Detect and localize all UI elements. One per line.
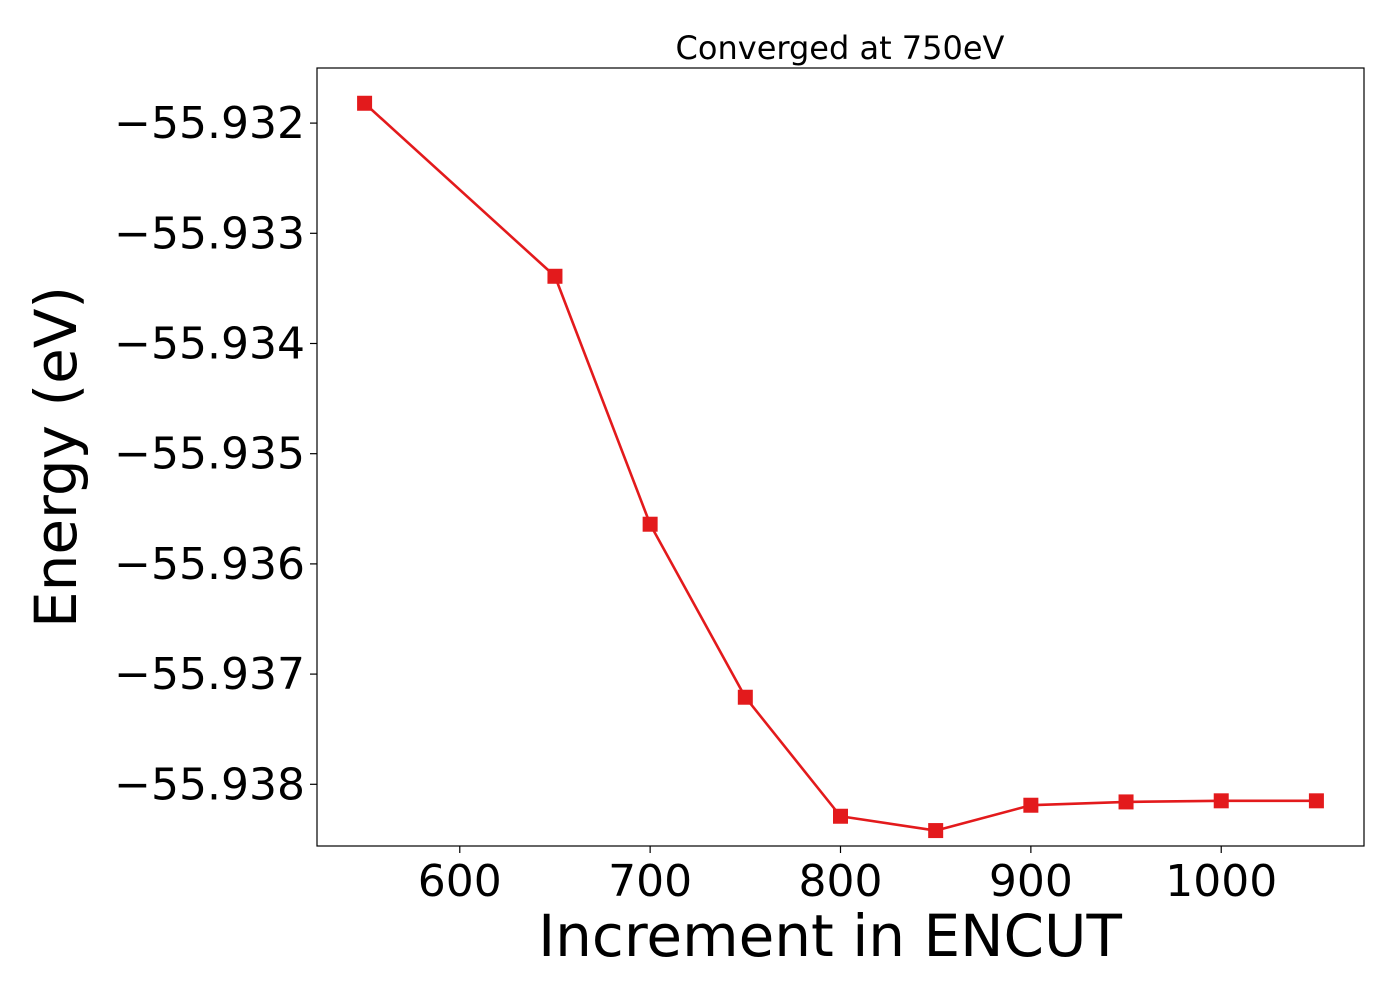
x-axis-label: Increment in ENCUT (538, 902, 1122, 970)
data-point-marker (737, 689, 753, 705)
series-line (363, 102, 1317, 832)
data-point-marker (1118, 794, 1134, 810)
data-point-marker (1308, 793, 1324, 809)
x-tick-label: 700 (608, 856, 692, 907)
y-tick-label: −55.937 (114, 649, 305, 700)
x-tick-label: 600 (418, 856, 502, 907)
y-axis-label: Energy (eV) (22, 286, 90, 628)
data-point-marker (1213, 793, 1229, 809)
y-tick-label: −55.932 (114, 98, 305, 149)
x-tick-label: 800 (799, 856, 883, 907)
y-tick-label: −55.936 (114, 539, 305, 590)
y-tick-label: −55.938 (114, 759, 305, 810)
data-point-marker (547, 268, 563, 284)
y-tick-label: −55.933 (114, 208, 305, 259)
data-point-marker (357, 95, 373, 111)
x-axis-ticks: 600 700 800 900 1000 (418, 846, 1277, 907)
y-tick-label: −55.934 (114, 318, 305, 369)
x-tick-label: 900 (989, 856, 1073, 907)
series-layer (357, 95, 1324, 839)
plot-frame (316, 67, 1365, 847)
chart-title: Converged at 750eV (676, 29, 1005, 67)
y-tick-label: −55.935 (114, 429, 305, 480)
x-tick-label: 1000 (1165, 856, 1277, 907)
data-point-marker (833, 808, 848, 824)
data-point-marker (1023, 797, 1039, 813)
data-point-marker (642, 516, 658, 532)
y-axis-ticks: −55.932 −55.933 −55.934 −55.935 −55.936 −55.9… (114, 98, 317, 810)
data-point-marker (928, 823, 944, 839)
